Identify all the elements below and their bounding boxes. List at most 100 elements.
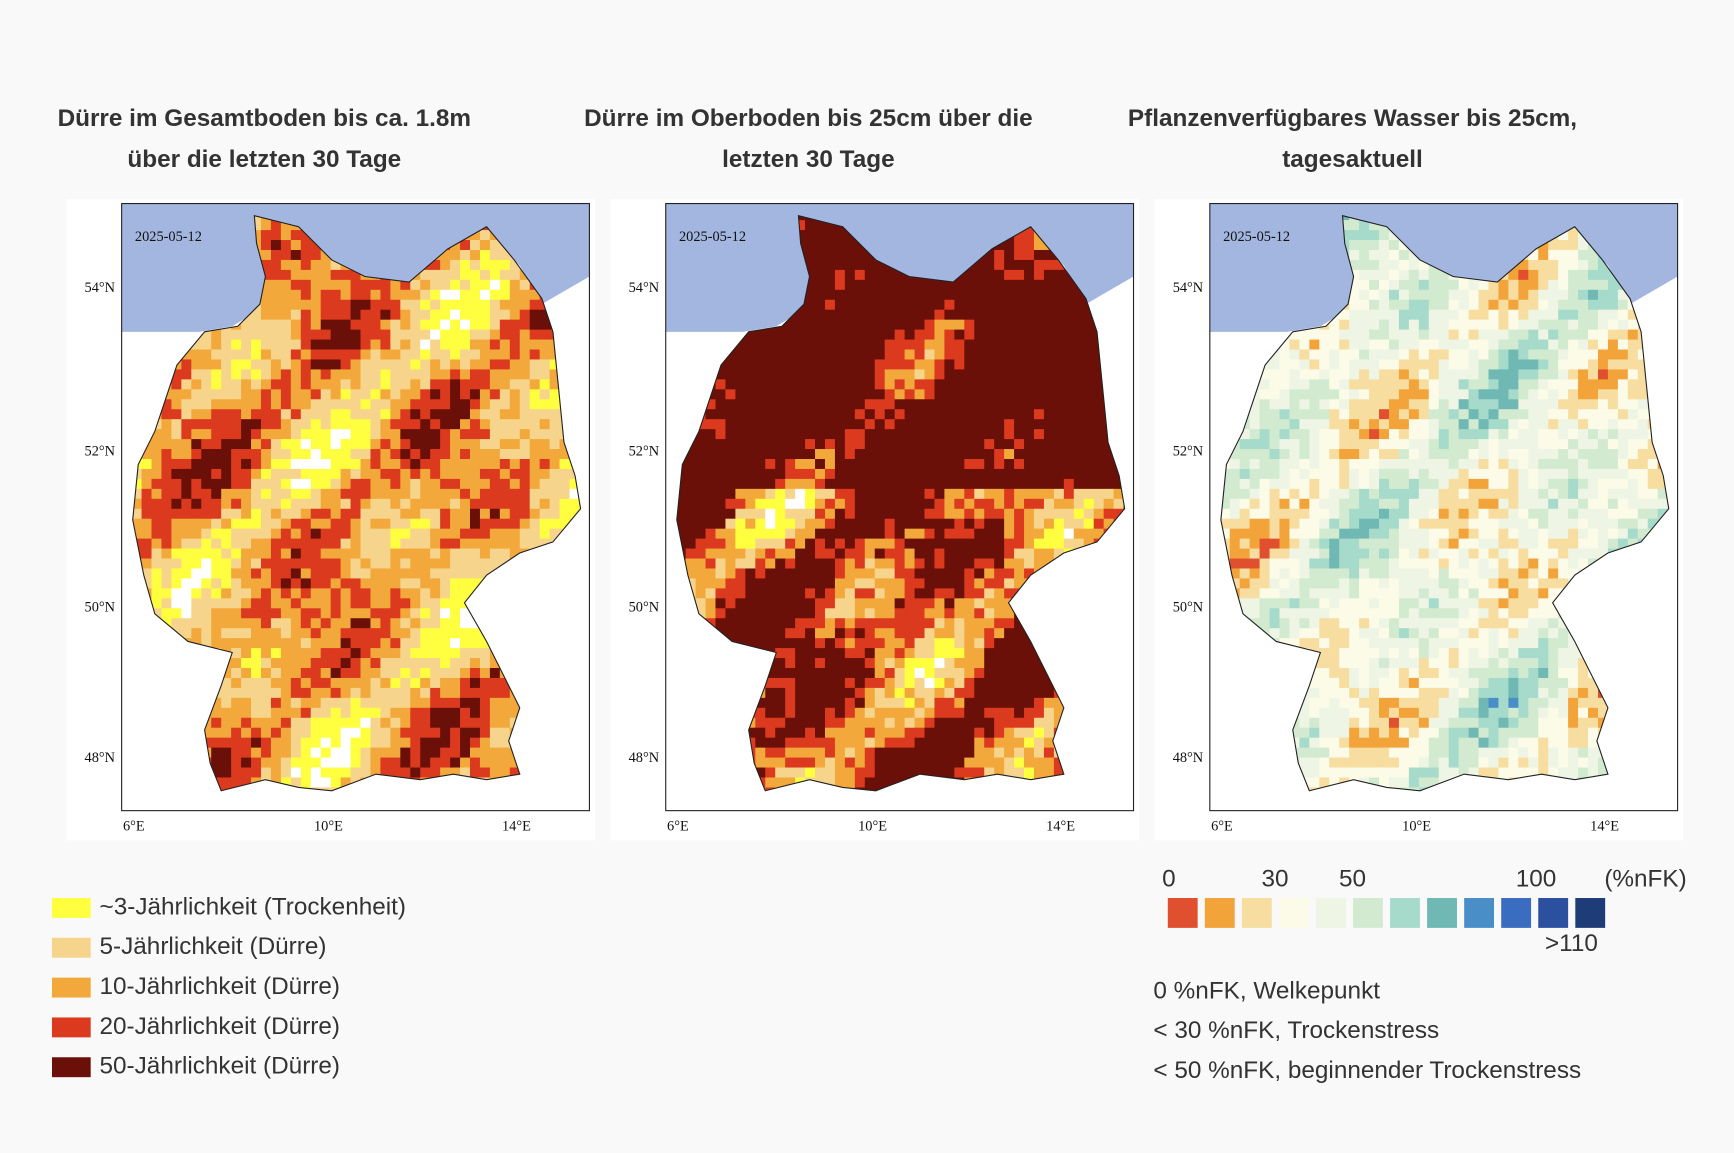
map-cell — [884, 608, 896, 619]
map-cell — [370, 727, 381, 739]
map-cell — [509, 498, 521, 510]
map-cell — [715, 518, 726, 530]
map-cell — [410, 667, 421, 679]
map-cell — [460, 628, 471, 639]
map-cell — [834, 747, 846, 759]
map-cell — [290, 230, 302, 241]
map-cell — [270, 458, 282, 470]
map-cell — [854, 419, 866, 430]
map-cell — [775, 508, 786, 520]
map-cell — [994, 608, 1005, 619]
map-cell — [755, 568, 766, 579]
map-cell — [775, 349, 786, 360]
map-cell — [1004, 757, 1015, 768]
map-cell — [529, 488, 541, 500]
map-cell — [420, 677, 431, 689]
map-cell — [270, 339, 282, 350]
map-cell — [370, 329, 381, 340]
map-cell — [290, 359, 302, 370]
map-cell — [874, 279, 886, 291]
map-cell — [984, 409, 995, 420]
map-cell — [705, 449, 716, 460]
map-cell — [695, 538, 706, 550]
map-cell — [924, 419, 935, 430]
map-cell — [410, 389, 421, 400]
map-cell — [964, 468, 975, 480]
map-cell — [994, 707, 1005, 719]
map-cell — [191, 349, 202, 360]
map-cell — [894, 439, 906, 450]
map-cell — [1004, 240, 1015, 251]
map-cell — [420, 608, 431, 619]
map-cell — [370, 767, 381, 778]
map-cell — [884, 439, 896, 450]
map-cell — [924, 628, 935, 639]
map-cell — [974, 508, 985, 520]
map-cell — [300, 429, 312, 440]
map-cell — [161, 598, 172, 609]
map-cell — [181, 379, 192, 390]
map-cell — [241, 518, 252, 530]
map-cell — [549, 518, 561, 530]
map-cell — [854, 339, 866, 350]
map-cell — [260, 508, 272, 520]
map-cell — [430, 339, 441, 350]
map-cell — [310, 498, 322, 510]
map-cell — [924, 707, 935, 719]
map-cell — [1024, 439, 1035, 450]
map-cell — [440, 329, 451, 340]
map-cell — [934, 369, 945, 380]
map-cell — [380, 638, 391, 649]
map-cell — [469, 697, 481, 709]
map-cell — [1004, 319, 1015, 331]
map-cell — [430, 359, 441, 370]
map-cell — [350, 757, 361, 768]
map-cell — [221, 439, 232, 450]
map-cell — [844, 269, 856, 281]
map-cell — [509, 488, 521, 500]
map-cell — [270, 767, 282, 778]
map-cell — [280, 488, 292, 500]
map-cell — [785, 429, 796, 440]
map-cell — [695, 608, 706, 619]
map-cell — [360, 349, 371, 360]
map-cell — [775, 648, 786, 659]
map-cell — [300, 259, 312, 271]
map-cell — [854, 369, 866, 380]
map-cell — [280, 279, 292, 291]
map-cell — [815, 697, 826, 709]
map-cell — [954, 339, 965, 350]
map-cell — [934, 677, 945, 689]
map-cell — [231, 717, 242, 729]
map-cell — [290, 777, 302, 788]
map-cell — [320, 628, 332, 639]
map-cell — [834, 240, 846, 251]
map-cell — [390, 379, 401, 390]
map-cell — [410, 578, 421, 589]
map-cell — [469, 429, 481, 440]
map-cell — [795, 707, 806, 719]
map-cell — [350, 667, 361, 679]
map-cell — [350, 468, 361, 480]
map-cell — [755, 767, 766, 778]
map-cell — [221, 389, 232, 400]
map-cell — [420, 498, 431, 510]
map-cell — [479, 747, 491, 759]
map-cell — [795, 667, 806, 679]
map-cell — [964, 289, 975, 301]
map-cell — [201, 488, 212, 500]
map-cell — [420, 359, 431, 370]
map-cell — [815, 339, 826, 350]
map-cell — [410, 767, 421, 778]
map-cell — [854, 638, 866, 649]
map-cell — [824, 240, 836, 251]
map-cell — [400, 677, 411, 689]
map-cell — [420, 548, 431, 559]
map-cell — [984, 488, 995, 500]
map-cell — [884, 299, 896, 311]
map-cell — [330, 638, 342, 649]
map-cell — [894, 727, 906, 739]
map-cell — [1024, 468, 1035, 480]
map-cell — [705, 498, 716, 510]
map-cell — [440, 478, 451, 490]
